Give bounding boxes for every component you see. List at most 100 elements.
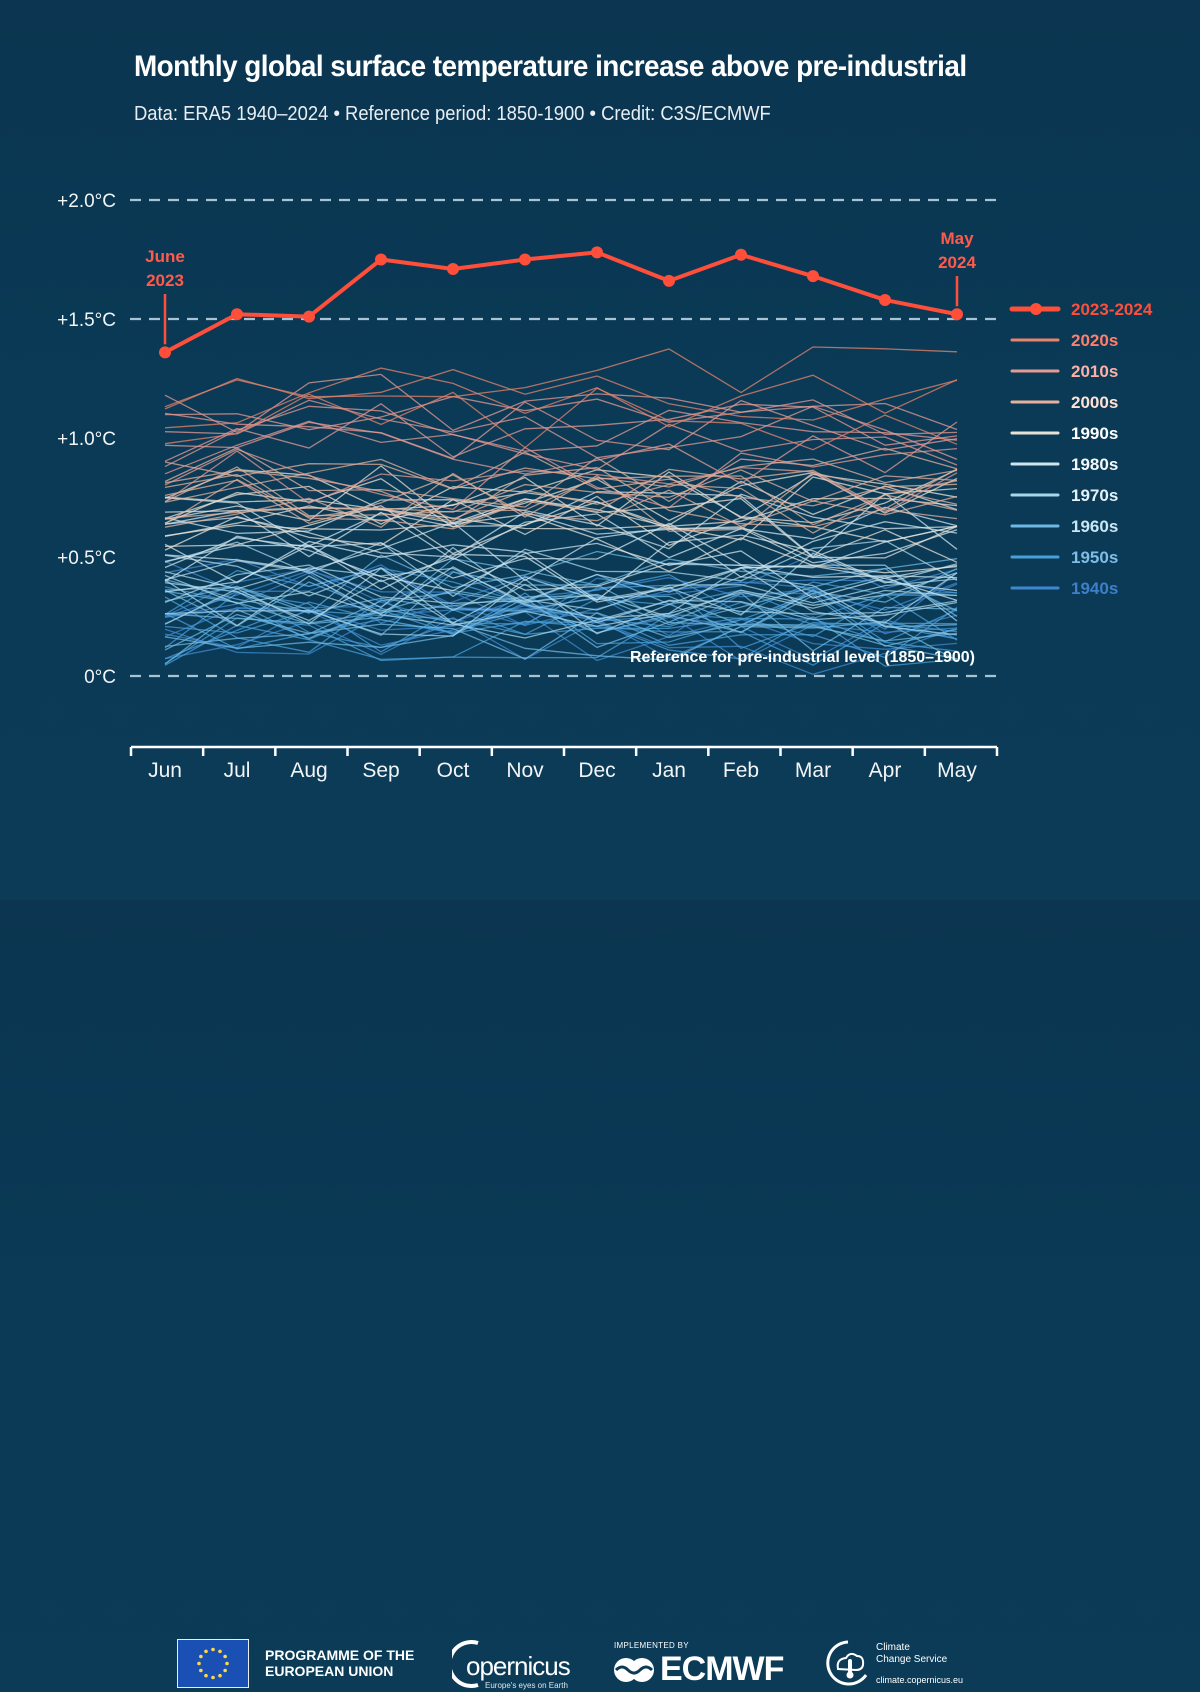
data-point-Jul <box>231 308 243 321</box>
x-tick-label-May: May <box>937 759 977 782</box>
line-1960s <box>164 607 958 665</box>
legend-label-2020s: 2020s <box>1071 331 1118 350</box>
y-tick-label: +2.0°C <box>57 191 116 212</box>
line-2010s <box>164 420 958 475</box>
y-tick-label: 0°C <box>84 667 116 688</box>
annotation-label: 2023 <box>146 271 184 290</box>
line-1970s <box>164 575 958 627</box>
x-tick-label-Nov: Nov <box>506 759 544 782</box>
eu-star <box>211 1647 215 1652</box>
eu-star <box>211 1675 215 1680</box>
line-2020s <box>164 387 958 451</box>
x-axis: Jun Jul Aug Sep Oct Nov Dec Jan Feb Mar Apr May <box>129 745 999 782</box>
data-point-Dec <box>591 246 603 259</box>
line-2000s <box>164 447 958 508</box>
x-tick-label-Jan: Jan <box>652 759 686 782</box>
legend-label-2023-2024: 2023-2024 <box>1071 300 1153 319</box>
data-point-Oct <box>447 263 459 276</box>
copernicus-tagline: Europe's eyes on Earth <box>485 1681 568 1690</box>
line-1960s <box>164 592 958 652</box>
eu-star <box>225 1661 229 1666</box>
c3s-url: climate.copernicus.eu <box>876 1675 964 1685</box>
line-2020s <box>164 367 958 429</box>
eu-star <box>223 1654 227 1659</box>
eu-star <box>199 1654 203 1659</box>
series-line-2023-2024 <box>164 250 958 355</box>
line-1960s <box>164 558 958 625</box>
data-point-May <box>951 308 963 321</box>
data-point-Sep <box>375 253 387 266</box>
line-1980s <box>164 544 958 603</box>
data-point-Aug <box>303 310 315 323</box>
line-2010s <box>164 399 958 460</box>
temperature-line-chart: +2.0°C +1.5°C +1.0°C +0.5°C 0°C June 2023 May 2… <box>57 191 1153 782</box>
line-1990s <box>164 469 958 530</box>
climate-change-service-logo-icon <box>826 1640 868 1686</box>
eu-star <box>204 1649 208 1654</box>
line-1980s <box>164 490 958 558</box>
legend-label-1940s: 1940s <box>1071 579 1118 598</box>
eu-programme-label: PROGRAMME OF THE EUROPEAN UNION <box>265 1647 414 1679</box>
line-1990s <box>164 513 958 574</box>
line-1970s <box>164 567 958 625</box>
legend-label-1990s: 1990s <box>1071 424 1118 443</box>
eu-line-2: EUROPEAN UNION <box>265 1663 394 1679</box>
eu-stars-icon <box>197 1647 229 1680</box>
line-1980s <box>164 521 958 582</box>
line-1950s <box>164 589 958 653</box>
c3s-line-1: Climate <box>876 1642 910 1653</box>
x-tick-label-Jun: Jun <box>148 759 182 782</box>
line-1970s <box>164 576 958 637</box>
eu-star <box>223 1668 227 1673</box>
y-tick-label: +0.5°C <box>57 548 116 569</box>
legend-label-1960s: 1960s <box>1071 517 1118 536</box>
y-tick-label: +1.0°C <box>57 429 116 450</box>
x-tick-label-Sep: Sep <box>362 759 399 782</box>
line-1960s <box>164 550 958 614</box>
line-2000s <box>164 469 958 534</box>
eu-star <box>218 1649 222 1654</box>
historical-lines <box>164 346 958 675</box>
line-2010s <box>164 421 958 485</box>
data-point-Jun <box>159 346 171 359</box>
line-2010s <box>164 405 958 468</box>
line-2020s <box>164 368 958 421</box>
x-tick-label-Feb: Feb <box>723 759 759 782</box>
ecmwf-logo-icon <box>614 1658 654 1682</box>
data-point-Feb <box>735 248 747 261</box>
highlight-series-2023-2024 <box>159 246 963 359</box>
line-1950s <box>164 601 958 660</box>
line-2020s <box>164 346 958 408</box>
copernicus-wordmark: opernicus <box>466 1651 571 1681</box>
line-2010s <box>164 446 958 511</box>
chart-subtitle: Data: ERA5 1940–2024 • Reference period:… <box>134 103 771 125</box>
data-point-Jan <box>663 274 675 287</box>
line-1980s <box>164 544 958 593</box>
line-1960s <box>164 567 958 626</box>
data-point-Apr <box>879 293 891 306</box>
x-tick-label-Jul: Jul <box>224 759 251 782</box>
c3s-line-2: Change Service <box>876 1654 948 1665</box>
c3s-label: Climate Change Service <box>876 1642 947 1666</box>
annotation-label: 2024 <box>938 253 976 272</box>
eu-star <box>218 1673 222 1678</box>
line-2000s <box>164 461 958 526</box>
line-1980s <box>164 535 958 599</box>
line-2010s <box>164 399 958 461</box>
legend-marker-icon <box>1030 303 1042 315</box>
line-1970s <box>164 546 958 611</box>
annotation-label: June <box>145 247 185 266</box>
x-tick-label-Mar: Mar <box>795 759 831 782</box>
annotations: June 2023 May 2024 Reference for pre-industr… <box>145 229 976 666</box>
line-1990s <box>164 465 958 525</box>
x-tick-label-Aug: Aug <box>290 759 327 782</box>
x-tick-label-Apr: Apr <box>869 759 902 782</box>
y-tick-label: +1.5°C <box>57 310 116 331</box>
footer-logos: PROGRAMME OF THE EUROPEAN UNION opernicu… <box>0 815 1200 1690</box>
line-1950s <box>164 617 958 666</box>
ecmwf-wordmark: ECMWF <box>660 1650 784 1688</box>
line-2000s <box>164 471 958 532</box>
legend-label-1980s: 1980s <box>1071 455 1118 474</box>
gridlines <box>130 198 998 678</box>
legend-label-1950s: 1950s <box>1071 548 1118 567</box>
